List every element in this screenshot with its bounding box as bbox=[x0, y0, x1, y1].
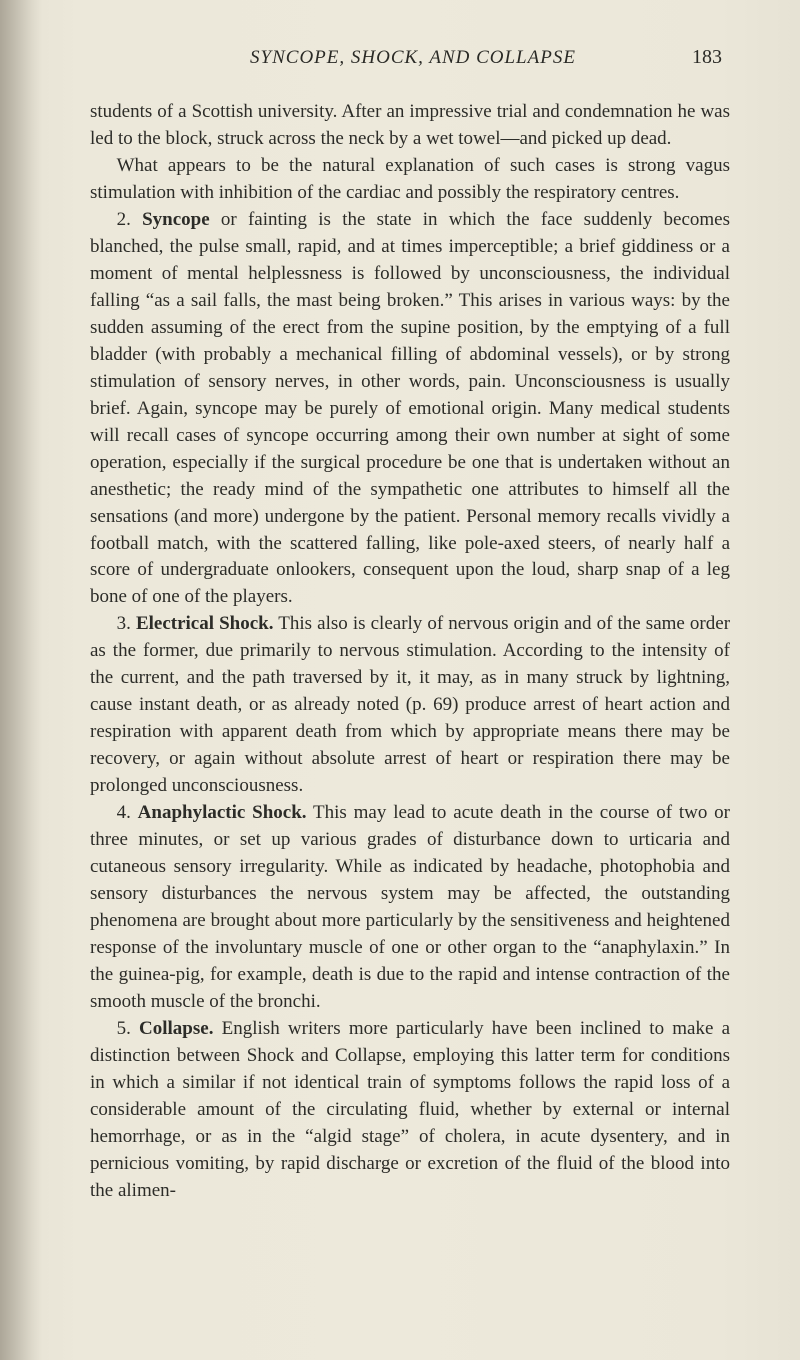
paragraph-2: What appears to be the natural explanati… bbox=[90, 153, 730, 207]
heading-anaphylactic-shock: Anaphylactic Shock. bbox=[138, 802, 307, 823]
item-number-2: 2. bbox=[117, 209, 131, 230]
item-number-3: 3. bbox=[117, 613, 131, 634]
running-title: SYNCOPE, SHOCK, AND COLLAPSE bbox=[144, 47, 682, 69]
paragraph-6: 5. Collapse. English writers more partic… bbox=[90, 1016, 730, 1205]
item-number-5: 5. bbox=[117, 1018, 131, 1039]
page-number: 183 bbox=[682, 46, 722, 69]
paragraph-4-text: This also is clearly of nervous origin a… bbox=[90, 613, 730, 796]
paragraph-3: 2. Syncope or fainting is the state in w… bbox=[90, 207, 730, 612]
paragraph-3-text: or fainting is the state in which the fa… bbox=[90, 209, 730, 608]
heading-syncope: Syncope bbox=[142, 209, 210, 230]
paragraph-4: 3. Electrical Shock. This also is clearl… bbox=[90, 611, 730, 800]
paragraph-5: 4. Anaphylactic Shock. This may lead to … bbox=[90, 800, 730, 1016]
heading-electrical-shock: Electrical Shock. bbox=[136, 613, 274, 634]
paragraph-1: students of a Scottish university. After… bbox=[90, 99, 730, 153]
paragraph-5-text: This may lead to acute death in the cour… bbox=[90, 802, 730, 1012]
item-number-4: 4. bbox=[117, 802, 131, 823]
running-header: SYNCOPE, SHOCK, AND COLLAPSE 183 bbox=[90, 46, 730, 69]
paragraph-6-text: English writers more particularly have b… bbox=[90, 1018, 730, 1201]
page: SYNCOPE, SHOCK, AND COLLAPSE 183 student… bbox=[0, 0, 800, 1360]
heading-collapse: Collapse. bbox=[139, 1018, 213, 1039]
body-text: students of a Scottish university. After… bbox=[90, 99, 730, 1205]
